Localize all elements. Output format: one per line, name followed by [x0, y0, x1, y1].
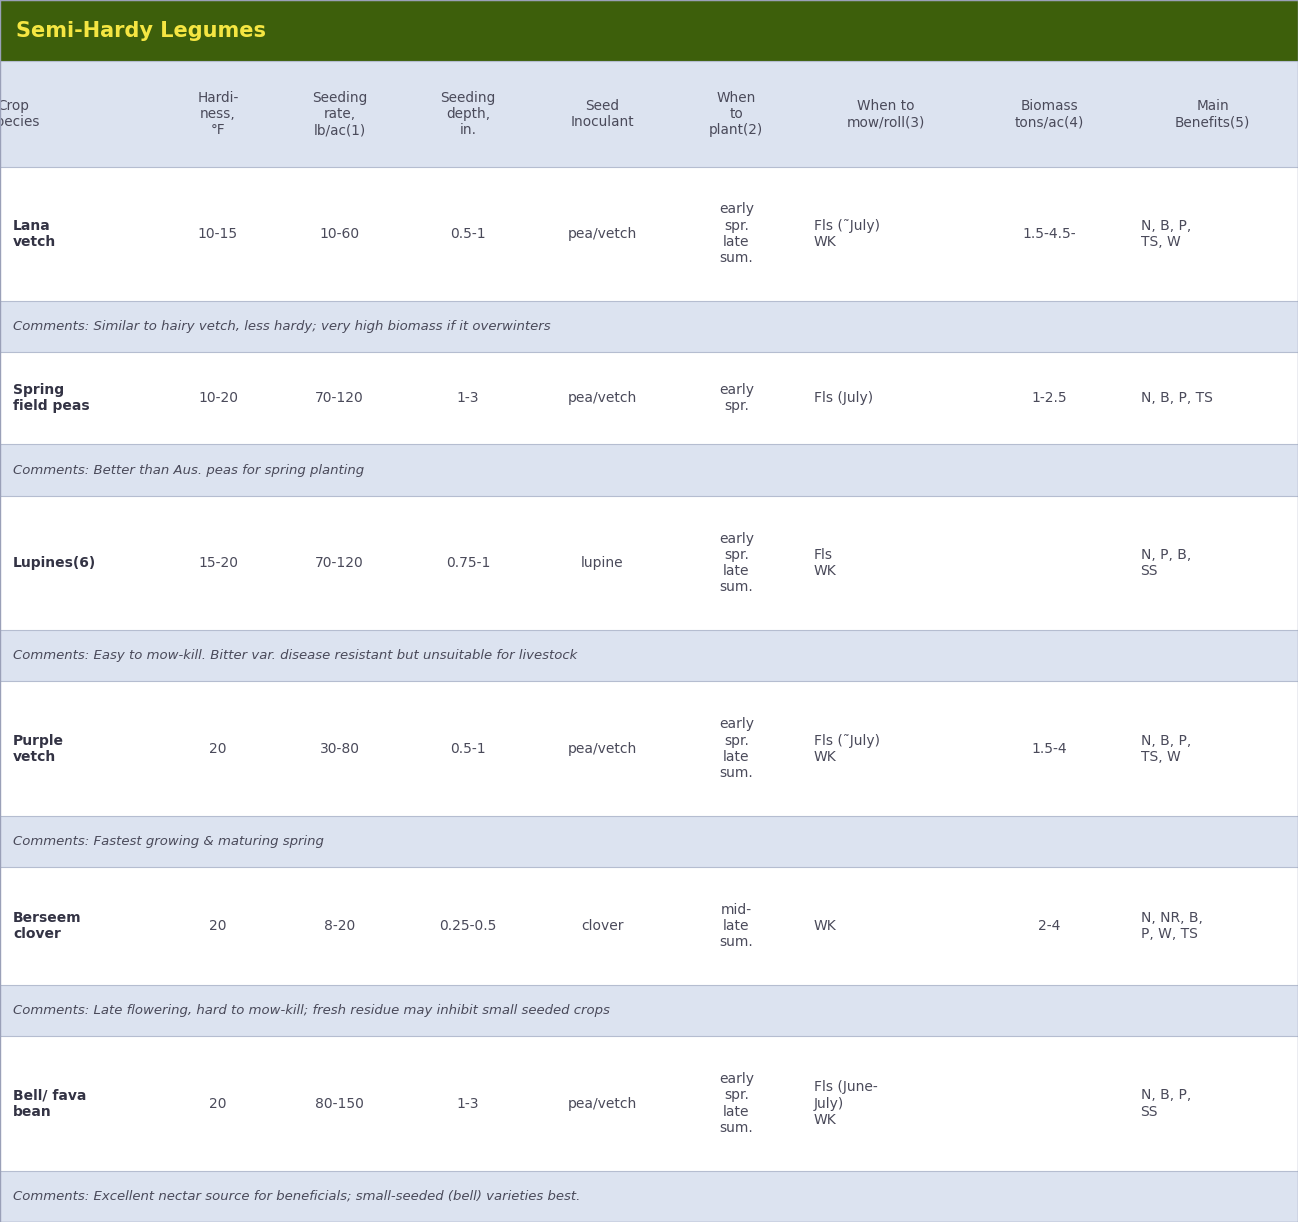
Text: Lana
vetch: Lana vetch: [13, 219, 56, 249]
Text: Comments: Better than Aus. peas for spring planting: Comments: Better than Aus. peas for spri…: [13, 463, 365, 477]
Text: Comments: Similar to hairy vetch, less hardy; very high biomass if it overwinter: Comments: Similar to hairy vetch, less h…: [13, 320, 550, 334]
Text: 15-20: 15-20: [199, 556, 238, 569]
Text: Comments: Excellent nectar source for beneficials; small-seeded (bell) varieties: Comments: Excellent nectar source for be…: [13, 1190, 580, 1202]
Text: Seed
Inoculant: Seed Inoculant: [570, 99, 633, 130]
Text: early
spr.
late
sum.: early spr. late sum.: [719, 717, 754, 780]
Text: clover: clover: [582, 919, 623, 934]
Bar: [0, 445, 1298, 496]
Bar: [0, 496, 1298, 631]
Bar: [0, 166, 1298, 301]
Text: 70-120: 70-120: [315, 556, 363, 569]
Text: mid-
late
sum.: mid- late sum.: [719, 903, 753, 949]
Text: 0.5-1: 0.5-1: [450, 227, 485, 241]
Text: N, NR, B,
P, W, TS: N, NR, B, P, W, TS: [1141, 912, 1202, 941]
Text: Seeding
depth,
in.: Seeding depth, in.: [440, 90, 496, 137]
Text: Fls
WK: Fls WK: [814, 547, 836, 578]
Text: Purple
vetch: Purple vetch: [13, 733, 64, 764]
Text: When
to
plant(2): When to plant(2): [709, 90, 763, 137]
Text: Lupines(6): Lupines(6): [13, 556, 96, 569]
Text: 10-20: 10-20: [199, 391, 238, 406]
Text: 20: 20: [209, 919, 227, 934]
Bar: [0, 816, 1298, 868]
Text: 20: 20: [209, 1096, 227, 1111]
Bar: [0, 352, 1298, 445]
Text: 1-2.5: 1-2.5: [1032, 391, 1067, 406]
Text: pea/vetch: pea/vetch: [567, 742, 637, 755]
Bar: [0, 985, 1298, 1036]
Text: Crop
Species: Crop Species: [0, 99, 39, 130]
Text: 1-3: 1-3: [457, 1096, 479, 1111]
Text: 0.5-1: 0.5-1: [450, 742, 485, 755]
Bar: [0, 0, 1298, 61]
Text: N, B, P,
TS, W: N, B, P, TS, W: [1141, 219, 1190, 249]
Text: pea/vetch: pea/vetch: [567, 391, 637, 406]
Text: Main
Benefits(5): Main Benefits(5): [1175, 99, 1250, 130]
Text: 1.5-4: 1.5-4: [1032, 742, 1067, 755]
Text: Comments: Easy to mow-kill. Bitter var. disease resistant but unsuitable for liv: Comments: Easy to mow-kill. Bitter var. …: [13, 649, 578, 662]
Text: N, B, P,
SS: N, B, P, SS: [1141, 1089, 1190, 1118]
Bar: [0, 868, 1298, 985]
Text: Hardi-
ness,
°F: Hardi- ness, °F: [197, 90, 239, 137]
Text: WK: WK: [814, 919, 836, 934]
Text: Spring
field peas: Spring field peas: [13, 384, 90, 413]
Bar: [0, 682, 1298, 816]
Text: Fls (July): Fls (July): [814, 391, 872, 406]
Text: When to
mow/roll(3): When to mow/roll(3): [846, 99, 925, 130]
Text: early
spr.: early spr.: [719, 384, 754, 413]
Text: 30-80: 30-80: [319, 742, 360, 755]
Text: Comments: Fastest growing & maturing spring: Comments: Fastest growing & maturing spr…: [13, 835, 324, 848]
Text: Bell/ fava
bean: Bell/ fava bean: [13, 1089, 87, 1118]
Bar: [0, 631, 1298, 682]
Text: Fls (˜July)
WK: Fls (˜July) WK: [814, 733, 880, 764]
Text: lupine: lupine: [582, 556, 623, 569]
Text: Comments: Late flowering, hard to mow-kill; fresh residue may inhibit small seed: Comments: Late flowering, hard to mow-ki…: [13, 1004, 610, 1017]
Text: Berseem
clover: Berseem clover: [13, 912, 82, 941]
Text: 1-3: 1-3: [457, 391, 479, 406]
Text: pea/vetch: pea/vetch: [567, 227, 637, 241]
Text: Fls (˜July)
WK: Fls (˜July) WK: [814, 219, 880, 249]
Text: early
spr.
late
sum.: early spr. late sum.: [719, 203, 754, 265]
Bar: [0, 301, 1298, 352]
Text: 80-150: 80-150: [315, 1096, 363, 1111]
Text: Semi-Hardy Legumes: Semi-Hardy Legumes: [16, 21, 266, 40]
Text: 1.5-4.5-: 1.5-4.5-: [1023, 227, 1076, 241]
Text: 10-15: 10-15: [197, 227, 238, 241]
Text: N, B, P, TS: N, B, P, TS: [1141, 391, 1212, 406]
Text: 0.25-0.5: 0.25-0.5: [440, 919, 497, 934]
Text: Biomass
tons/ac(4): Biomass tons/ac(4): [1015, 99, 1084, 130]
Text: 0.75-1: 0.75-1: [447, 556, 491, 569]
Bar: [0, 1171, 1298, 1222]
Text: early
spr.
late
sum.: early spr. late sum.: [719, 1072, 754, 1135]
Text: Fls (June-
July)
WK: Fls (June- July) WK: [814, 1080, 877, 1127]
Text: pea/vetch: pea/vetch: [567, 1096, 637, 1111]
Bar: [0, 61, 1298, 166]
Text: 10-60: 10-60: [319, 227, 360, 241]
Text: N, P, B,
SS: N, P, B, SS: [1141, 547, 1190, 578]
Text: 8-20: 8-20: [324, 919, 356, 934]
Bar: [0, 1036, 1298, 1171]
Text: N, B, P,
TS, W: N, B, P, TS, W: [1141, 733, 1190, 764]
Text: 70-120: 70-120: [315, 391, 363, 406]
Text: Seeding
rate,
lb/ac(1): Seeding rate, lb/ac(1): [312, 90, 367, 137]
Text: 20: 20: [209, 742, 227, 755]
Text: early
spr.
late
sum.: early spr. late sum.: [719, 532, 754, 594]
Text: 2-4: 2-4: [1038, 919, 1060, 934]
